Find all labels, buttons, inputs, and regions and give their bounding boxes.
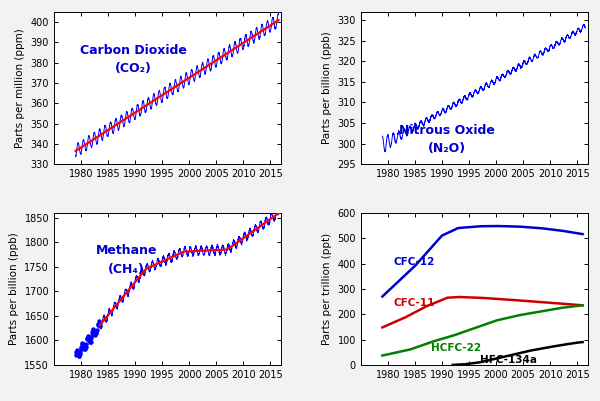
- Text: CFC-11: CFC-11: [393, 298, 434, 308]
- Y-axis label: Parts per billion (ppb): Parts per billion (ppb): [9, 233, 19, 345]
- Y-axis label: Parts per billion (ppb): Parts per billion (ppb): [322, 32, 332, 144]
- Y-axis label: Parts per million (ppm): Parts per million (ppm): [15, 28, 25, 148]
- Y-axis label: Parts per trillion (ppt): Parts per trillion (ppt): [322, 233, 332, 345]
- Text: HCFC-22: HCFC-22: [431, 343, 481, 352]
- Text: (CH₄): (CH₄): [109, 263, 145, 275]
- Text: (N₂O): (N₂O): [428, 142, 466, 156]
- Text: Nitrous Oxide: Nitrous Oxide: [399, 124, 495, 137]
- Text: Methane: Methane: [96, 244, 157, 257]
- Text: HFC-134a: HFC-134a: [480, 355, 537, 365]
- Text: CFC-12: CFC-12: [393, 257, 434, 267]
- Text: (CO₂): (CO₂): [115, 62, 152, 75]
- Text: Carbon Dioxide: Carbon Dioxide: [80, 44, 187, 57]
